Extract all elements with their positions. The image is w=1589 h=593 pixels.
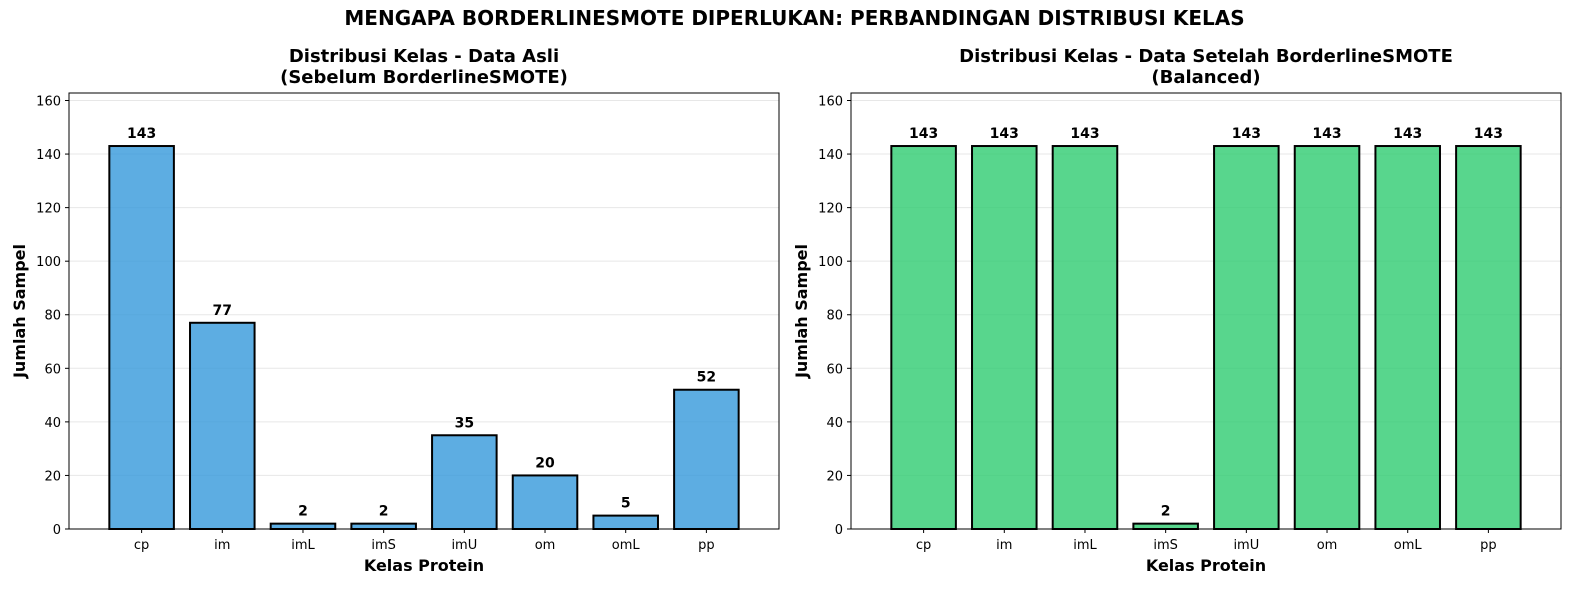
bar-om [511,474,579,530]
bar-imL [1051,145,1119,530]
bar-imU [1213,145,1280,530]
bar-cp [890,145,957,530]
y-axis-label: Jumlah Sampel [10,244,29,379]
x-tick-label: imS [371,538,396,553]
y-tick-label: 60 [826,362,843,377]
y-tick-label: 80 [44,309,61,324]
data-label: 143 [1393,126,1422,142]
y-tick-label: 160 [36,94,61,109]
data-label: 143 [1312,126,1341,142]
bar-omL [592,514,659,530]
y-tick-label: 160 [818,94,843,109]
bar-imU [431,434,498,530]
x-axis-label: Kelas Protein [1146,556,1266,575]
axes-frame [850,92,1562,530]
chart-panel-original: 143 77 2 2 35 20 5 52 0 20 40 60 80 100 120 140 160 cp im i… [10,46,780,575]
y-tick-label: 140 [36,148,61,163]
data-label: 143 [1070,126,1099,142]
chart-panel-balanced: 143 143 143 2 143 143 143 143 0 20 40 60 80 100 120 140… [792,46,1562,575]
bar-imL [269,522,337,531]
bar-im [189,321,256,530]
data-label: 77 [213,303,232,319]
bar-pp [673,388,740,530]
data-label: 2 [379,504,389,520]
data-label: 52 [697,370,716,386]
y-tick-label: 40 [826,416,843,431]
x-tick-label: pp [698,538,715,553]
data-label: 2 [298,504,308,520]
chart-title-line2: (Sebelum BorderlineSMOTE) [280,67,568,88]
axes-frame [68,92,780,530]
x-tick-label: imL [291,538,315,553]
x-tick-label: imU [451,538,477,553]
bar-imS [1132,522,1199,531]
y-tick-label: 140 [818,148,843,163]
x-tick-label: im [214,538,230,553]
y-tick-label: 100 [36,255,61,270]
x-tick-label: om [535,538,556,553]
y-tick-label: 20 [826,469,843,484]
x-tick-label: imL [1073,538,1097,553]
chart-title-line1: Distribusi Kelas - Data Asli [289,46,559,67]
x-tick-label: om [1317,538,1338,553]
data-label: 20 [535,455,555,471]
y-tick-label: 120 [36,202,61,217]
x-tick-label: cp [134,538,149,553]
y-tick-label: 0 [835,523,843,538]
figure-suptitle: MENGAPA BORDERLINESMOTE DIPERLUKAN: PERB… [344,6,1244,30]
data-label: 143 [127,126,156,142]
x-tick-label: cp [916,538,931,553]
y-tick-label: 20 [44,469,61,484]
data-label: 35 [455,415,474,431]
y-tick-label: 120 [818,202,843,217]
bar-imS [350,522,417,531]
y-tick-label: 80 [826,309,843,324]
y-tick-label: 60 [44,362,61,377]
bar-im [971,145,1038,530]
data-label: 143 [990,126,1019,142]
chart-title-line2: (Balanced) [1151,67,1260,88]
x-tick-label: omL [612,538,641,553]
x-tick-label: imU [1233,538,1259,553]
bar-cp [108,145,175,530]
data-label: 5 [621,496,631,512]
y-axis-label: Jumlah Sampel [792,244,811,379]
x-tick-label: omL [1394,538,1423,553]
data-label: 143 [909,126,938,142]
bar-om [1293,145,1361,530]
x-tick-label: pp [1480,538,1497,553]
y-tick-label: 0 [53,523,61,538]
data-label: 2 [1161,504,1171,520]
y-tick-label: 40 [44,416,61,431]
bar-pp [1455,145,1522,530]
x-axis-label: Kelas Protein [364,556,484,575]
x-tick-label: im [996,538,1012,553]
x-tick-label: imS [1153,538,1178,553]
y-tick-label: 100 [818,255,843,270]
data-label: 143 [1474,126,1503,142]
data-label: 143 [1232,126,1261,142]
chart-title-line1: Distribusi Kelas - Data Setelah Borderli… [959,46,1453,67]
bar-omL [1374,145,1441,530]
